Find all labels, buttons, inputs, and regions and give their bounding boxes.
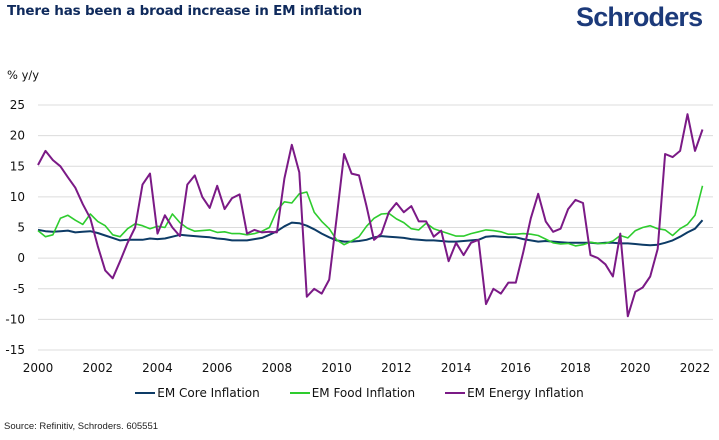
x-tick-label: 2022	[680, 361, 711, 375]
x-tick-label: 2008	[262, 361, 293, 375]
y-tick-label: 0	[17, 251, 25, 265]
y-tick-label: 5	[17, 221, 25, 235]
chart-title: There has been a broad increase in EM in…	[7, 3, 362, 19]
x-tick-labels: 2000 2002 2004 2006 2008 2010 2012 2014 2016 2018…	[23, 361, 711, 375]
y-tick-labels: 25 20 15 10 5 0 -5 -10 -15	[5, 98, 25, 357]
x-tick-label: 2010	[321, 361, 352, 375]
x-tick-label: 2002	[82, 361, 113, 375]
y-tick-label: 25	[10, 98, 25, 112]
y-tick-label: -15	[5, 343, 25, 357]
source-note: Source: Refinitiv, Schroders. 605551	[4, 421, 159, 432]
legend-item-energy: EM Energy Inflation	[445, 386, 584, 400]
x-tick-label: 2006	[202, 361, 233, 375]
legend-label-energy: EM Energy Inflation	[467, 386, 584, 400]
series-lines	[37, 113, 704, 318]
legend-swatch-core	[135, 391, 156, 395]
x-tick-label: 2004	[142, 361, 173, 375]
legend-item-core: EM Core Inflation	[135, 386, 260, 400]
y-axis-label: % y/y	[7, 68, 40, 82]
gridlines	[38, 104, 713, 351]
x-tick-label: 2012	[381, 361, 412, 375]
x-tick-label: 2018	[560, 361, 591, 375]
legend-swatch-energy	[445, 391, 466, 395]
schroders-logo: Schroders	[576, 2, 703, 32]
energy-inflation-line	[37, 113, 704, 318]
y-tick-label: 10	[10, 190, 25, 204]
x-tick-label: 2000	[23, 361, 54, 375]
legend-item-food: EM Food Inflation	[289, 386, 416, 400]
legend-swatch-food	[289, 391, 310, 395]
legend-label-food: EM Food Inflation	[311, 386, 416, 400]
legend: EM Core Inflation EM Food Inflation EM E…	[0, 386, 719, 400]
x-tick-label: 2014	[441, 361, 472, 375]
legend-label-core: EM Core Inflation	[157, 386, 260, 400]
x-tick-label: 2020	[620, 361, 651, 375]
y-tick-label: -10	[5, 312, 25, 326]
y-tick-label: 20	[10, 129, 25, 143]
y-tick-label: -5	[13, 282, 25, 296]
y-tick-label: 15	[10, 159, 25, 173]
x-tick-label: 2016	[501, 361, 532, 375]
